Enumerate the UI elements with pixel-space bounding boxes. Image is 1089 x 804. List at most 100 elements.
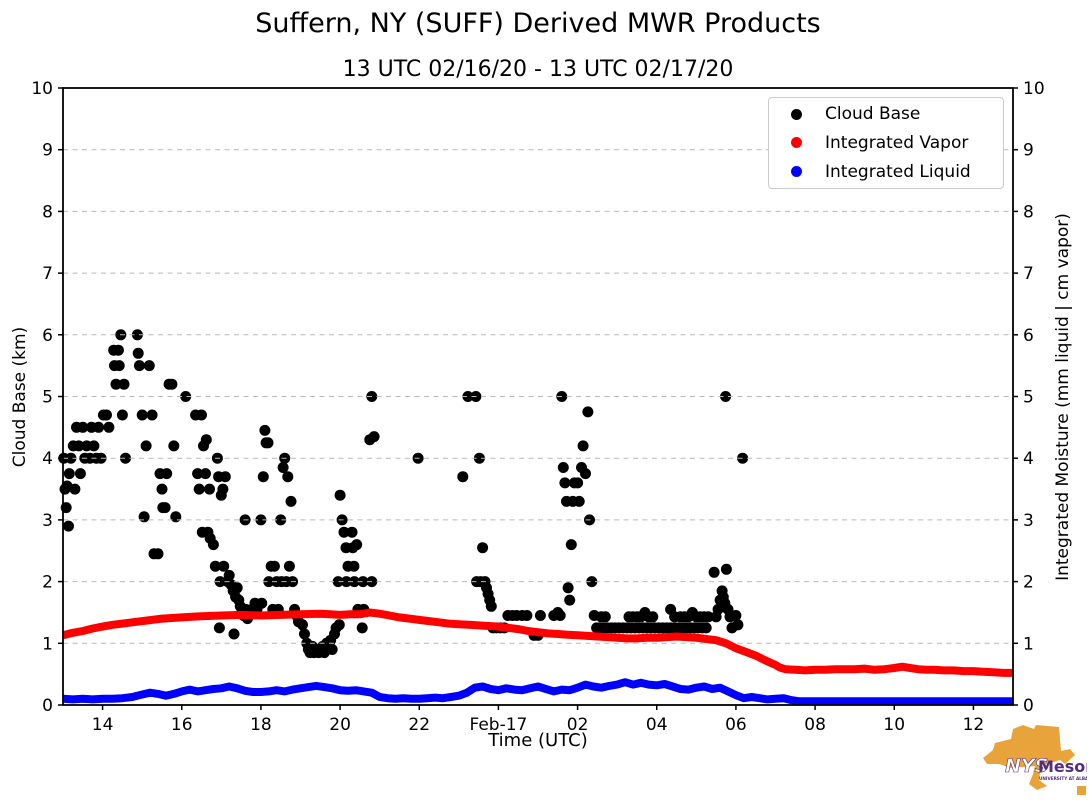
cloud-base-point bbox=[564, 594, 576, 606]
cloud-base-point bbox=[737, 452, 749, 464]
cloud-base-point bbox=[562, 582, 574, 594]
cloud-base-point bbox=[207, 539, 219, 551]
cloud-base-point bbox=[231, 582, 243, 594]
x-tick-label: 10 bbox=[883, 715, 905, 735]
cloud-base-point bbox=[346, 526, 358, 538]
legend-label: Cloud Base bbox=[825, 104, 921, 125]
cloud-base-point bbox=[223, 569, 235, 581]
cloud-base-point bbox=[168, 440, 180, 452]
integrated-vapor-line bbox=[62, 608, 1013, 677]
cloud-base-point bbox=[193, 483, 205, 495]
cloud-base-point bbox=[118, 378, 130, 390]
cloud-base-point bbox=[283, 560, 295, 572]
cloud-base-point bbox=[573, 495, 585, 507]
x-tick-label: 04 bbox=[646, 715, 668, 735]
cloud-base-point bbox=[131, 329, 143, 341]
x-tick-label: 14 bbox=[92, 715, 114, 735]
cloud-base-point bbox=[282, 471, 294, 483]
legend: Cloud Base Integrated Vapor Integrated L… bbox=[768, 97, 1004, 189]
y-tick-label-left: 2 bbox=[42, 573, 53, 593]
legend-item-integrated-vapor: Integrated Vapor bbox=[769, 129, 1003, 157]
cloud-base-point bbox=[356, 622, 368, 634]
y-tick-label-right: 0 bbox=[1023, 696, 1034, 716]
legend-label: Integrated Liquid bbox=[825, 161, 971, 182]
cloud-base-point bbox=[457, 471, 469, 483]
cloud-base-point bbox=[93, 421, 105, 433]
cloud-base-point bbox=[338, 526, 350, 538]
cloud-base-point bbox=[565, 539, 577, 551]
x-tick-label: 22 bbox=[408, 715, 430, 735]
cloud-base-point bbox=[120, 452, 131, 464]
y-tick-label-right: 9 bbox=[1023, 141, 1034, 161]
cloud-base-point bbox=[462, 391, 474, 402]
cloud-base-point bbox=[647, 611, 659, 623]
integrated-liquid-marker-icon bbox=[791, 166, 802, 178]
cloud-base-point bbox=[77, 421, 89, 433]
cloud-base-point bbox=[200, 434, 212, 446]
cloud-base-point bbox=[136, 409, 148, 421]
cloud-base-point bbox=[257, 471, 269, 483]
cloud-base-point bbox=[63, 520, 74, 532]
cloud-base-point bbox=[138, 511, 150, 523]
cloud-base-point bbox=[146, 409, 158, 421]
cloud-base-point bbox=[143, 360, 155, 372]
cloud-base-point bbox=[132, 347, 144, 359]
cloud-base-point bbox=[268, 560, 280, 572]
y-tick-label-left: 7 bbox=[42, 264, 53, 284]
cloud-base-point bbox=[255, 514, 267, 526]
cloud-base-point bbox=[477, 542, 489, 554]
cloud-base-point bbox=[161, 468, 173, 480]
cloud-base-point bbox=[209, 560, 221, 572]
y-tick-label-right: 8 bbox=[1023, 202, 1034, 222]
cloud-base-point bbox=[326, 644, 338, 655]
x-tick-label: Feb-17 bbox=[469, 715, 527, 735]
cloud-base-point bbox=[599, 611, 611, 623]
cloud-base-point bbox=[228, 628, 240, 640]
y-tick-label-right: 2 bbox=[1023, 573, 1034, 593]
cloud-base-point bbox=[180, 391, 192, 402]
cloud-base-point bbox=[217, 483, 229, 495]
cloud-base-point bbox=[170, 511, 182, 523]
integrated-liquid-line bbox=[62, 678, 1013, 706]
cloud-base-point bbox=[572, 477, 584, 489]
cloud-base-marker-icon bbox=[791, 108, 802, 120]
cloud-base-point bbox=[332, 576, 344, 588]
cloud-base-point bbox=[348, 576, 360, 588]
y-tick-label-left: 4 bbox=[42, 449, 53, 469]
x-tick-label: 06 bbox=[725, 715, 747, 735]
cloud-base-point bbox=[192, 468, 204, 480]
y-tick-label-right: 5 bbox=[1023, 388, 1034, 408]
cloud-base-point bbox=[577, 440, 589, 452]
cloud-base-point bbox=[557, 462, 569, 473]
cloud-base-point bbox=[580, 468, 591, 480]
cloud-base-point bbox=[88, 440, 100, 452]
cloud-base-point bbox=[702, 611, 714, 623]
cloud-base-point bbox=[368, 431, 380, 443]
logo-nys-text: NYS bbox=[1005, 755, 1048, 777]
y-tick-label-left: 10 bbox=[31, 79, 53, 99]
legend-item-integrated-liquid: Integrated Liquid bbox=[769, 158, 1003, 186]
x-tick-label: 08 bbox=[804, 715, 826, 735]
cloud-base-point bbox=[351, 539, 363, 551]
cloud-base-point bbox=[348, 560, 360, 572]
y-tick-label-left: 6 bbox=[42, 326, 53, 346]
logo-mesonet-text: Mesonet bbox=[1038, 757, 1087, 776]
y-tick-label-right: 10 bbox=[1023, 79, 1045, 99]
y-tick-label-left: 8 bbox=[42, 202, 53, 222]
y-tick-label-left: 9 bbox=[42, 141, 53, 161]
x-tick-label: 12 bbox=[963, 715, 985, 735]
cloud-base-point bbox=[259, 424, 271, 436]
y-tick-label-right: 4 bbox=[1023, 449, 1034, 469]
cloud-base-point bbox=[262, 437, 274, 449]
y-tick-label-right: 3 bbox=[1023, 511, 1034, 531]
cloud-base-point bbox=[299, 628, 310, 640]
cloud-base-point bbox=[559, 477, 571, 489]
cloud-base-point bbox=[101, 409, 112, 421]
new-york-state-icon bbox=[983, 725, 1075, 790]
legend-item-cloud-base: Cloud Base bbox=[769, 100, 1003, 128]
cloud-base-point bbox=[708, 566, 720, 578]
cloud-base-point bbox=[263, 576, 275, 588]
cloud-base-point bbox=[110, 378, 122, 390]
